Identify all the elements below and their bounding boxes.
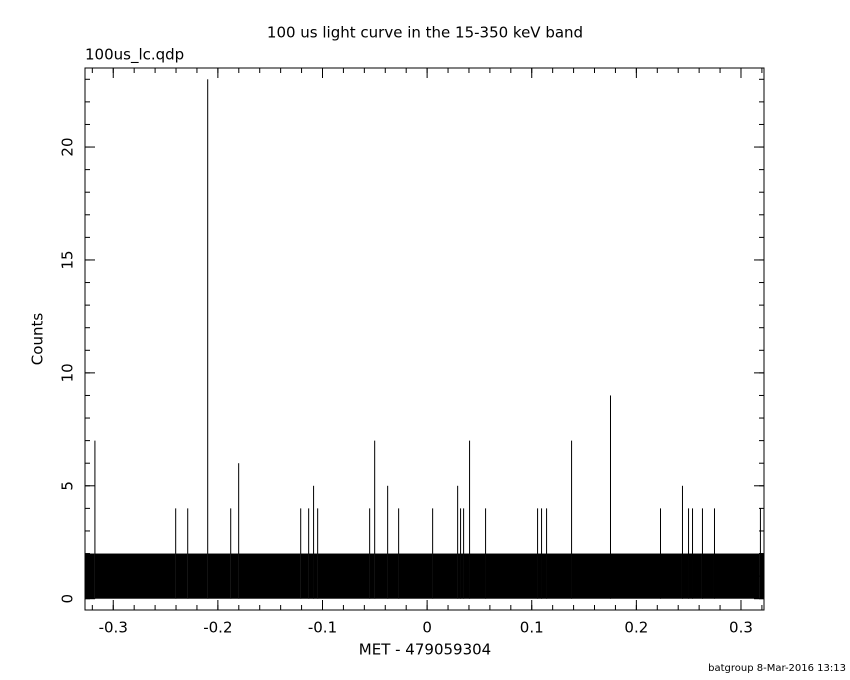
bar [300, 553, 309, 599]
bar [374, 553, 388, 599]
bar [702, 553, 714, 599]
footer: batgroup 8-Mar-2016 13:13 [708, 663, 846, 674]
bar [369, 508, 371, 599]
bar [537, 508, 539, 599]
bar [692, 508, 694, 599]
bar [460, 553, 464, 599]
bar [398, 508, 400, 599]
bar [317, 508, 319, 599]
bar [398, 553, 433, 599]
bar [175, 553, 188, 599]
bar [238, 553, 301, 599]
bar [308, 508, 310, 599]
bar [94, 440, 96, 599]
x-tick-label: 0 [422, 619, 432, 637]
y-tick-label: 15 [59, 250, 77, 269]
bar [313, 553, 318, 599]
bar [469, 553, 486, 599]
bar [546, 553, 572, 599]
bar [681, 485, 683, 599]
bar [374, 440, 376, 599]
bar [432, 553, 458, 599]
bar [571, 440, 573, 599]
bar [485, 553, 538, 599]
bar [300, 508, 302, 599]
bar [187, 553, 208, 599]
y-tick-label: 20 [59, 137, 77, 156]
bar [660, 508, 662, 599]
bar [207, 553, 231, 599]
x-axis-label: MET - 479059304 [359, 641, 491, 659]
x-tick-label: 0.2 [624, 619, 648, 637]
bar [207, 79, 209, 599]
bar [660, 553, 682, 599]
bar [546, 508, 548, 599]
bar [457, 485, 459, 599]
bar [537, 553, 542, 599]
bar [463, 508, 465, 599]
bar [610, 553, 661, 599]
bar [714, 553, 760, 599]
y-tick-label: 5 [59, 481, 77, 491]
bar [387, 485, 389, 599]
bar [469, 440, 471, 599]
x-tick-label: 0.3 [729, 619, 753, 637]
bar [175, 508, 177, 599]
bar [571, 553, 610, 599]
chart-subtitle: 100us_lc.qdp [85, 46, 184, 65]
bar [369, 553, 375, 599]
bar [308, 553, 314, 599]
bar [682, 553, 689, 599]
bar [713, 508, 715, 599]
bar [692, 553, 702, 599]
bar [238, 463, 240, 599]
x-tick-label: -0.1 [308, 619, 337, 637]
bar [688, 508, 690, 599]
bar [485, 508, 487, 599]
bar [387, 553, 399, 599]
bar [609, 395, 611, 599]
bar [230, 508, 232, 599]
y-tick-label: 0 [59, 594, 77, 604]
bar [230, 553, 239, 599]
x-tick-label: -0.3 [99, 619, 128, 637]
bar [541, 508, 543, 599]
y-axis-label: Counts [29, 313, 47, 366]
bar [541, 553, 547, 599]
bar [457, 553, 461, 599]
bar [463, 553, 470, 599]
bar [317, 553, 370, 599]
bar [688, 553, 693, 599]
bar [432, 508, 434, 599]
bar [313, 485, 315, 599]
bar [94, 553, 176, 599]
y-tick-label: 10 [59, 363, 77, 382]
plot-frame [84, 67, 765, 611]
chart-title: 100 us light curve in the 15-350 keV ban… [267, 24, 583, 42]
x-tick-label: -0.2 [203, 619, 232, 637]
bar [701, 508, 703, 599]
x-tick-label: 0.1 [520, 619, 544, 637]
bar [187, 508, 189, 599]
bar [460, 508, 462, 599]
